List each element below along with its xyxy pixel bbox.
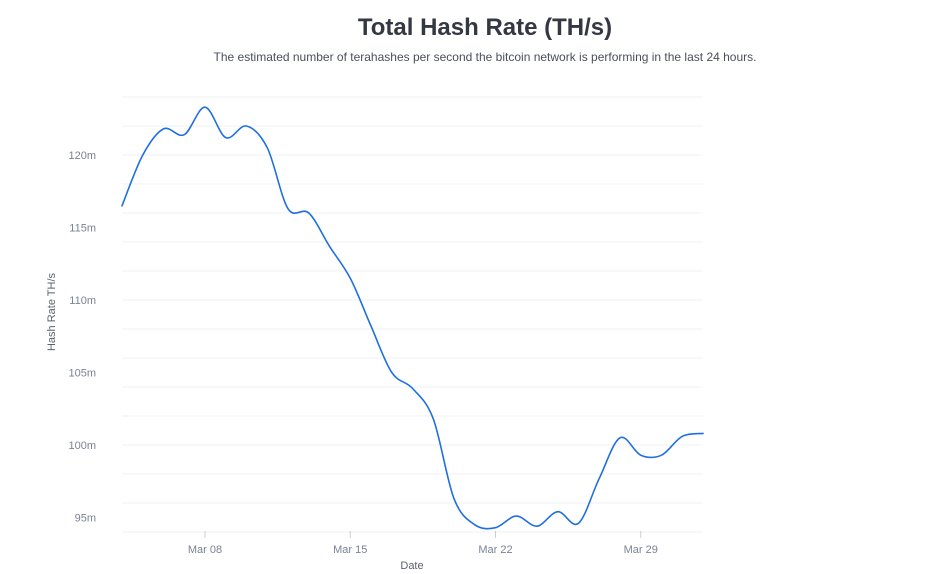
y-tick-label: 115m [69, 223, 96, 235]
y-tick-label: 95m [75, 513, 96, 525]
y-tick-label: 110m [69, 295, 96, 307]
x-tick-label: Mar 15 [333, 544, 367, 556]
x-tick-marks [204, 531, 642, 538]
y-tick-label: 100m [68, 440, 96, 452]
x-axis-title: Date [400, 560, 423, 572]
gridlines [122, 96, 703, 533]
y-tick-label: 105m [68, 368, 96, 380]
y-tick-label: 120m [68, 150, 96, 162]
x-tick-label: Mar 29 [624, 544, 658, 556]
y-axis-title: Hash Rate TH/s [46, 272, 58, 351]
x-tick-label: Mar 08 [188, 544, 222, 556]
x-tick-labels: Mar 08 Mar 15 Mar 22 Mar 29 [188, 544, 658, 556]
chart-subtitle: The estimated number of terahashes per s… [213, 50, 757, 64]
x-tick-label: Mar 22 [478, 544, 512, 556]
series-line [121, 106, 704, 530]
chart-title: Total Hash Rate (TH/s) [357, 14, 613, 41]
y-tick-labels: 95m 100m 105m 110m 115m 120m [68, 150, 96, 525]
